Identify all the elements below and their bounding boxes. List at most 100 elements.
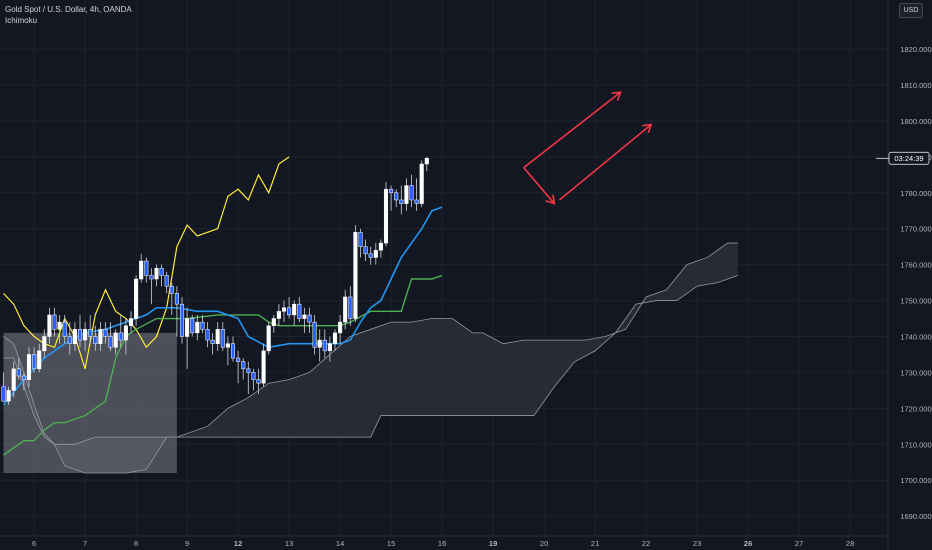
last-price-marker: 03:24:39 <box>876 151 930 165</box>
candle-body <box>57 321 62 330</box>
candle-body <box>317 339 322 348</box>
candle-body <box>230 343 236 359</box>
candle-body <box>200 321 205 330</box>
candle-body <box>103 329 108 337</box>
kijun-sen <box>3 274 443 456</box>
candle-body <box>424 158 429 165</box>
senkou-span-a <box>3 242 738 445</box>
time-tick-label: 6 <box>32 539 36 548</box>
candle-body <box>246 368 251 373</box>
candle-body <box>373 250 378 258</box>
symbol-title[interactable]: Gold Spot / U.S. Dollar, 4h, OANDA <box>5 5 132 14</box>
candle-body <box>6 390 11 402</box>
indicator-label[interactable]: Ichimoku <box>5 16 38 25</box>
candle-body <box>98 329 103 344</box>
candle-body <box>128 318 134 326</box>
candle-body <box>154 267 159 280</box>
time-tick-label: 19 <box>489 539 497 548</box>
candle-body <box>394 192 399 201</box>
candle-body <box>261 350 266 384</box>
price-tick-label: 1760.000 <box>900 261 931 270</box>
candle-body <box>47 314 52 337</box>
candle-body <box>1 386 6 402</box>
candle-body <box>169 285 174 294</box>
candles-layer <box>1 156 429 405</box>
price-tick-label: 1750.000 <box>900 297 931 306</box>
candle-body <box>276 311 281 319</box>
price-tick-label: 1730.000 <box>900 368 931 377</box>
candle-body <box>118 332 123 341</box>
price-tick-label: 1780.000 <box>900 189 931 198</box>
price-tick-label: 1770.000 <box>900 225 931 234</box>
candle-body <box>281 307 287 312</box>
candle-body <box>134 278 139 319</box>
candle-body <box>77 329 83 341</box>
candle-body <box>195 321 200 334</box>
trend-arrow-line <box>523 167 555 205</box>
trend-arrow-head <box>642 123 653 134</box>
candle-body <box>16 368 21 377</box>
candle-body <box>26 354 32 380</box>
candle-body <box>327 343 332 352</box>
candle-body <box>409 185 414 201</box>
drawings-layer <box>523 91 653 205</box>
price-tick-label: 1810.000 <box>900 81 931 90</box>
candle-body <box>399 199 404 204</box>
senkou-span-b <box>3 275 739 474</box>
candle-body <box>164 275 169 287</box>
candle-body <box>72 329 77 344</box>
time-tick-label: 13 <box>285 539 293 548</box>
time-tick-label: 12 <box>234 539 242 548</box>
candle-body <box>225 343 230 348</box>
candle-body <box>185 318 190 337</box>
candle-body <box>174 293 179 305</box>
candle-body <box>215 329 220 344</box>
candle-body <box>37 350 42 370</box>
currency-button[interactable]: USD <box>899 3 923 18</box>
chart-legend: Gold Spot / U.S. Dollar, 4h, OANDA Ichim… <box>5 4 132 26</box>
candle-body <box>11 368 16 391</box>
candle-body <box>353 232 358 319</box>
time-tick-label: 21 <box>591 539 599 548</box>
candle-body <box>307 314 312 323</box>
price-tick-label: 1720.000 <box>900 404 931 413</box>
time-tick-label: 14 <box>336 539 344 548</box>
candle-body <box>256 379 261 384</box>
time-tick-label: 9 <box>185 539 189 548</box>
cloud-fill <box>3 243 738 474</box>
candle-body <box>292 303 297 316</box>
candle-body <box>251 372 256 380</box>
candle-body <box>297 303 302 319</box>
candle-body <box>312 321 317 348</box>
time-tick-label: 22 <box>642 539 650 548</box>
candle-body <box>271 318 276 326</box>
time-tick-label: 27 <box>795 539 803 548</box>
candle-body <box>241 361 246 370</box>
candle-body <box>113 332 118 348</box>
candle-body <box>332 332 338 344</box>
price-tick-label: 1740.000 <box>900 332 931 341</box>
candle-body <box>139 260 144 280</box>
candle-body <box>358 232 363 247</box>
candle-body <box>363 246 368 255</box>
candle-body <box>389 188 394 194</box>
price-tick-label: 1820.000 <box>900 45 931 54</box>
time-tick-label: 8 <box>134 539 138 548</box>
time-tick-label: 16 <box>438 539 446 548</box>
time-tick-label: 26 <box>744 539 752 548</box>
candle-body <box>42 336 47 352</box>
candle-body <box>343 296 348 323</box>
candle-body <box>287 307 292 316</box>
time-tick-label: 15 <box>387 539 395 548</box>
candle-body <box>220 329 225 348</box>
candle-body <box>378 242 383 251</box>
candle-body <box>88 329 93 337</box>
candle-body <box>266 325 271 352</box>
countdown-label: 03:24:39 <box>894 154 923 163</box>
candle-body <box>21 375 26 380</box>
price-tick-label: 1710.000 <box>900 440 931 449</box>
candle-body <box>62 321 67 337</box>
time-axis[interactable]: 6 7 8 9 12 13 14 15 16 19 20 21 22 23 26 27 28 <box>32 539 854 548</box>
candle-body <box>338 321 343 334</box>
